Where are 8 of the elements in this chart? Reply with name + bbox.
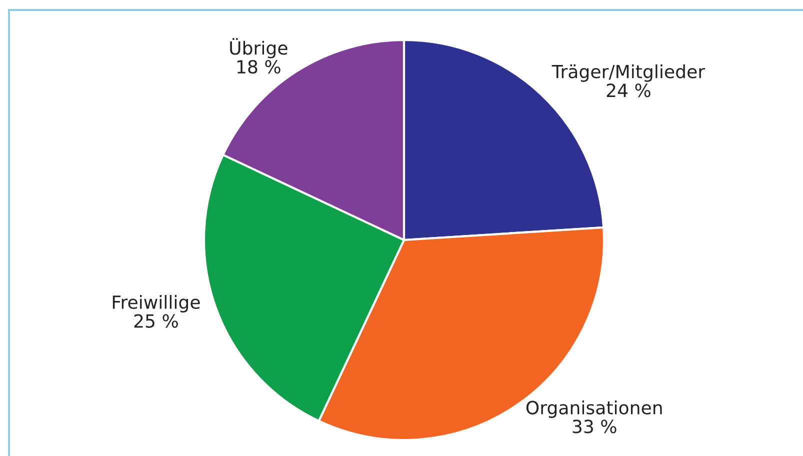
data-label: 33 % (572, 420, 616, 434)
slice-label: Freiwillige (112, 295, 200, 312)
data-label: 25 % (134, 314, 178, 328)
data-label: 18 % (237, 60, 280, 74)
slice-label: Organisationen (526, 400, 662, 418)
slice-label: Übrige (230, 38, 288, 58)
data-label: 24 % (606, 84, 650, 98)
slice-label: Träger/Mitglieder (552, 64, 706, 82)
